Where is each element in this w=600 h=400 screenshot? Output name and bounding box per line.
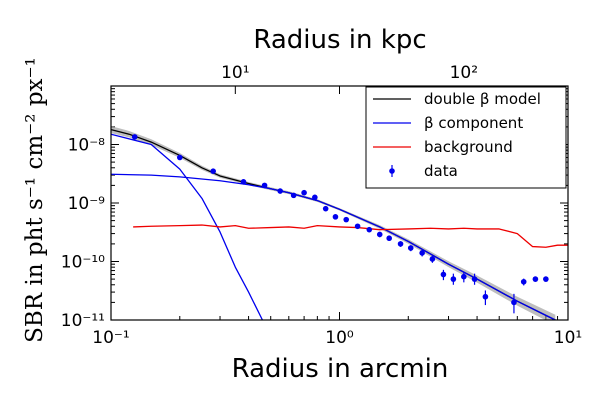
- top-tick-label: 10²: [450, 63, 478, 83]
- double-model-uncertainty-band: [111, 126, 556, 320]
- background-line: [133, 224, 568, 248]
- legend: double β model β component background data: [365, 86, 567, 189]
- data-point: [429, 256, 436, 262]
- plot-area: [111, 126, 568, 320]
- component-core-line: [111, 133, 264, 320]
- x-axis-title: Radius in arcmin: [232, 354, 449, 384]
- data-point: [301, 189, 307, 196]
- data-point: [511, 299, 517, 306]
- legend-swatch-marker: [389, 168, 395, 174]
- data-point: [210, 168, 216, 174]
- top-tick-label: 10¹: [221, 63, 249, 83]
- legend-label-component: β component: [424, 114, 523, 132]
- x-tick-label: 10⁻¹: [92, 328, 129, 348]
- y-tick-label: 10⁻¹⁰: [61, 253, 105, 273]
- data-point: [176, 154, 183, 161]
- data-point: [277, 188, 283, 194]
- y-tick-label: 10⁻⁸: [68, 136, 106, 156]
- x-tick-label: 10⁰: [325, 328, 354, 348]
- data-point: [290, 192, 297, 199]
- data-point: [397, 241, 404, 247]
- data-point: [440, 271, 447, 278]
- data-point: [343, 216, 350, 223]
- data-point: [386, 235, 392, 242]
- data-point: [461, 273, 467, 280]
- y-tick-label: 10⁻⁹: [68, 194, 106, 214]
- plot-frame: [110, 85, 569, 321]
- legend-label-background: background: [424, 138, 513, 156]
- x-tick-label: 10¹: [554, 328, 582, 348]
- legend-box: [365, 86, 567, 189]
- legend-label-double-model: double β model: [424, 90, 541, 108]
- data-point: [261, 182, 268, 189]
- y-tick-label: 10⁻¹¹: [61, 311, 105, 331]
- component-line: [111, 173, 556, 320]
- data-point: [471, 276, 478, 282]
- data-point: [376, 231, 383, 238]
- data-point: [332, 214, 339, 220]
- data-point: [240, 179, 247, 185]
- axis-ticks: 10⁻¹ 10⁰ 10¹ 10¹ 10² 10⁻¹¹ 10⁻¹⁰ 10⁻⁹ 10⁻⁸: [61, 63, 582, 348]
- data-point: [131, 134, 138, 140]
- legend-label-data: data: [424, 162, 458, 180]
- data-point: [407, 245, 414, 251]
- data-point: [532, 276, 539, 282]
- top-axis-title: Radius in kpc: [253, 25, 426, 55]
- data-point: [312, 194, 318, 201]
- data-point: [543, 276, 549, 282]
- data-point: [366, 226, 373, 233]
- data-point: [520, 278, 527, 285]
- data-point: [450, 276, 457, 282]
- data-point: [322, 205, 329, 212]
- data-point: [419, 250, 425, 256]
- data-point: [354, 223, 361, 230]
- y-axis-title: SBR in pht s⁻¹ cm⁻² px⁻¹: [22, 57, 48, 343]
- data-point: [482, 293, 489, 300]
